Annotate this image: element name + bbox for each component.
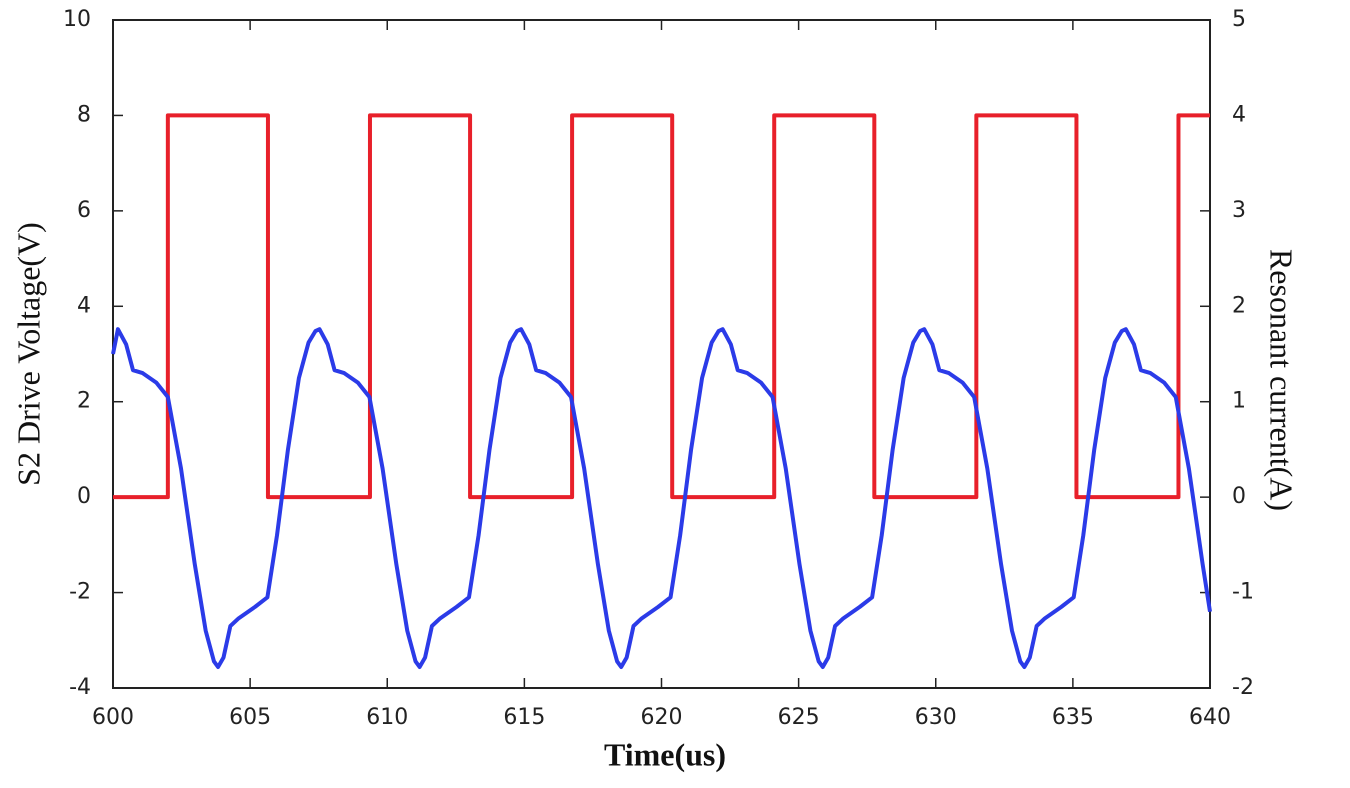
x-tick-label: 605 (229, 705, 271, 730)
plot-frame (112, 19, 1211, 689)
x-tick-label: 610 (366, 705, 408, 730)
y-tick-label: 0 (77, 484, 91, 509)
series-line (113, 113, 1210, 500)
y-tick-label: -4 (69, 675, 91, 700)
y-tick-label: 8 (77, 102, 91, 127)
y2-tick-label: 1 (1232, 389, 1246, 414)
y-axis-label: S2 Drive Voltage(V) (10, 222, 46, 486)
x-tick-label: 625 (778, 705, 820, 730)
x-tick-label: 615 (503, 705, 545, 730)
y2-tick-label: 4 (1232, 102, 1246, 127)
y2-axis-label: Resonant current(A) (1264, 249, 1300, 511)
y-tick-label: 2 (77, 389, 91, 414)
y2-tick-label: 3 (1232, 198, 1246, 223)
x-tick-label: 635 (1052, 705, 1094, 730)
y2-tick-label: 2 (1232, 293, 1246, 318)
y2-tick-label: -2 (1232, 675, 1254, 700)
y-tick-label: -2 (69, 580, 91, 605)
series-line (111, 327, 1212, 670)
y2-tick-label: 0 (1232, 484, 1246, 509)
x-tick-label: 600 (92, 705, 134, 730)
x-tick-label: 630 (915, 705, 957, 730)
y-tick-label: 4 (77, 293, 91, 318)
x-tick-label: 620 (641, 705, 683, 730)
y2-tick-label: 5 (1232, 7, 1246, 32)
y2-tick-label: -1 (1232, 580, 1254, 605)
y-tick-label: 10 (63, 7, 91, 32)
y-tick-label: 6 (77, 198, 91, 223)
x-axis-label: Time(us) (604, 736, 726, 772)
x-tick-label: 640 (1189, 705, 1231, 730)
